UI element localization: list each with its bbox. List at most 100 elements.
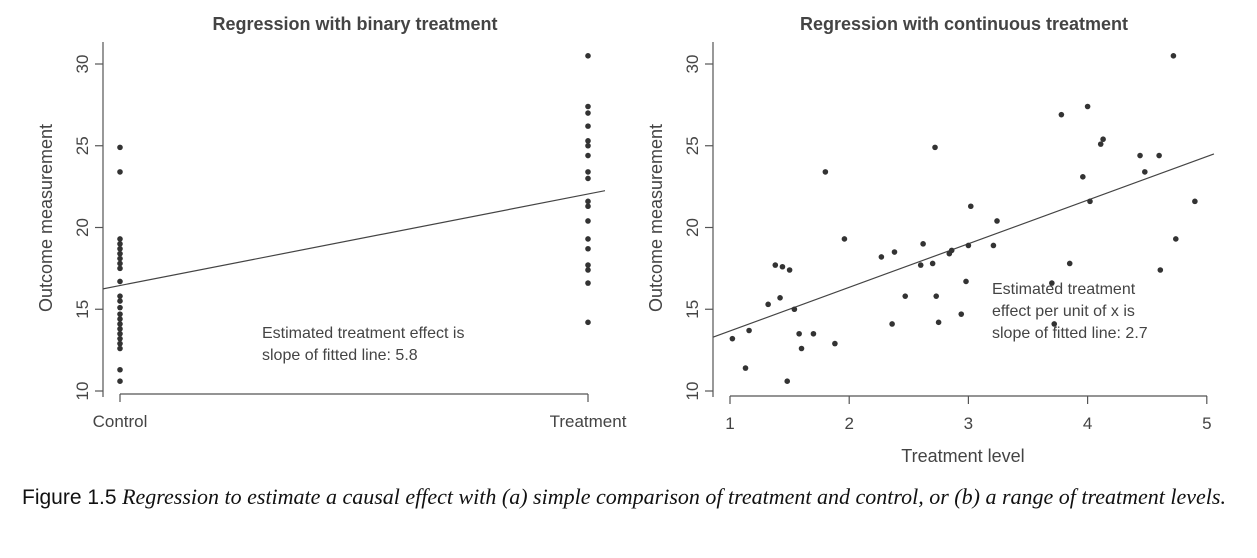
left-data-point xyxy=(585,280,591,286)
right-y-tick-label: 25 xyxy=(683,136,702,155)
right-data-point xyxy=(798,345,805,352)
right-data-point xyxy=(742,365,749,371)
right-data-point xyxy=(917,262,924,268)
right-data-point xyxy=(1170,53,1177,59)
right-x-axis: 1 2 3 4 5 xyxy=(725,395,1212,433)
right-fit-line-group xyxy=(713,153,1215,338)
left-data-point xyxy=(117,378,123,384)
right-data-point xyxy=(1066,260,1073,267)
right-data-point xyxy=(1173,236,1179,242)
left-data-point xyxy=(117,293,123,299)
left-data-point xyxy=(585,198,591,205)
left-data-point xyxy=(585,53,591,59)
left-data-point xyxy=(117,298,123,304)
left-data-point xyxy=(117,260,123,267)
caption-text: Regression to estimate a causal effect w… xyxy=(122,484,1226,509)
left-data-point xyxy=(585,175,591,182)
right-data-point xyxy=(1157,267,1164,273)
left-data-point xyxy=(585,319,591,326)
right-data-point xyxy=(1087,198,1093,205)
right-y-tick-label: 20 xyxy=(683,218,702,237)
left-x-axis: Control Treatment xyxy=(93,393,627,431)
left-data-point xyxy=(117,335,123,342)
left-data-point xyxy=(585,110,591,116)
left-data-point xyxy=(117,250,123,257)
left-data-point xyxy=(117,304,123,311)
right-data-point xyxy=(932,144,938,151)
left-data-point xyxy=(117,316,123,322)
figure-caption: Figure 1.5 Regression to estimate a caus… xyxy=(22,480,1247,515)
right-data-point xyxy=(822,169,829,175)
right-data-point xyxy=(791,306,798,313)
left-data-point xyxy=(117,255,123,262)
left-fit-line-group xyxy=(103,190,605,290)
right-data-point xyxy=(889,321,895,327)
left-y-tick-label: 20 xyxy=(73,218,92,237)
figure: Regression with binary treatment Outcome… xyxy=(36,14,1215,466)
right-data-point xyxy=(1058,111,1065,118)
left-data-point xyxy=(585,218,591,224)
left-data-point xyxy=(117,321,123,327)
left-data-point xyxy=(585,138,591,144)
left-y-tick-label: 10 xyxy=(73,382,92,401)
right-data-point xyxy=(990,242,997,249)
right-y-tick-label: 10 xyxy=(683,382,702,401)
right-data-point xyxy=(902,293,909,299)
left-data-point xyxy=(585,103,591,110)
left-fit-line xyxy=(103,190,605,290)
left-data-point xyxy=(585,262,591,268)
right-data-point xyxy=(832,340,838,347)
left-data-point xyxy=(117,326,123,332)
left-annotation-line-2: slope of fitted line: 5.8 xyxy=(262,347,418,364)
right-annotation: Estimated treatment effect per unit of x… xyxy=(992,281,1148,342)
left-data-point xyxy=(117,340,123,347)
left-data-point xyxy=(117,330,123,337)
left-y-tick-label: 15 xyxy=(73,300,92,319)
right-x-tick-label: 3 xyxy=(964,414,973,433)
left-data-point xyxy=(117,345,123,352)
right-data-point xyxy=(1137,152,1143,159)
left-x-tick-label: Treatment xyxy=(550,412,627,431)
right-fit-line xyxy=(713,153,1215,338)
left-data-point xyxy=(585,142,591,149)
left-chart-panel: Regression with binary treatment Outcome… xyxy=(36,14,627,431)
right-data-point xyxy=(777,295,783,301)
right-chart-ylabel: Outcome measurement xyxy=(646,124,666,312)
right-x-tick-label: 1 xyxy=(725,414,734,433)
right-data-point xyxy=(746,327,752,334)
right-data-point xyxy=(1084,103,1091,110)
right-chart-title: Regression with continuous treatment xyxy=(800,14,1128,34)
right-data-point xyxy=(1100,136,1106,143)
left-data-point xyxy=(117,265,123,272)
right-data-point xyxy=(929,260,936,267)
right-annotation-line-1: Estimated treatment xyxy=(992,281,1136,298)
left-annotation-line-1: Estimated treatment effect is xyxy=(262,325,464,342)
left-x-tick-label: Control xyxy=(93,412,148,431)
left-annotation: Estimated treatment effect is slope of f… xyxy=(262,325,469,364)
right-x-tick-label: 4 xyxy=(1083,414,1092,433)
right-data-point xyxy=(935,319,942,326)
right-annotation-line-3: slope of fitted line: 2.7 xyxy=(992,325,1148,342)
right-data-point xyxy=(891,249,898,255)
caption-label: Figure 1.5 xyxy=(22,486,117,509)
left-y-tick-label: 25 xyxy=(73,136,92,155)
left-data-point xyxy=(585,123,591,129)
left-data-point xyxy=(117,311,123,317)
left-data-point xyxy=(117,245,123,252)
right-y-tick-label: 15 xyxy=(683,300,702,319)
left-data-point xyxy=(585,267,591,273)
right-data-point xyxy=(994,218,1000,224)
left-points xyxy=(117,53,591,384)
right-annotation-line-2: effect per unit of x is xyxy=(992,303,1135,320)
right-data-point xyxy=(958,311,965,317)
left-data-point xyxy=(117,366,123,373)
right-data-point xyxy=(933,293,940,299)
left-data-point xyxy=(585,203,591,210)
right-data-point xyxy=(948,247,955,254)
left-data-point xyxy=(117,144,123,151)
right-data-point xyxy=(878,254,885,260)
right-data-point xyxy=(765,301,771,308)
right-data-point xyxy=(786,267,793,273)
right-data-point xyxy=(796,330,802,337)
left-data-point xyxy=(585,169,591,175)
